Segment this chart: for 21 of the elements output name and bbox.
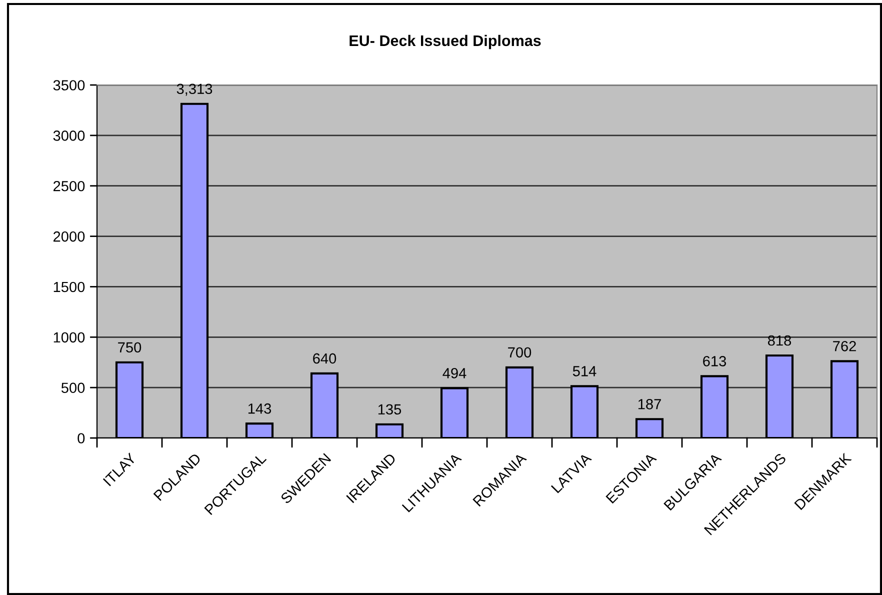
data-label: 3,313: [176, 84, 212, 96]
y-tick-label: 2500: [53, 180, 85, 192]
y-tick-label: 2000: [53, 231, 85, 242]
data-label: 818: [768, 335, 792, 346]
chart-title: EU- Deck Issued Diplomas: [350, 34, 541, 50]
y-tick-label: 500: [61, 382, 85, 393]
y-tick-label: 3000: [53, 130, 85, 141]
y-tick-label: 1500: [54, 282, 85, 292]
data-label: 613: [703, 356, 726, 366]
data-label: 640: [313, 353, 336, 364]
data-label: 135: [378, 404, 402, 415]
data-label: 762: [833, 340, 856, 352]
y-tick-label: 3500: [53, 80, 85, 90]
y-tick-label: 0: [78, 433, 85, 444]
data-label: 514: [572, 366, 596, 376]
data-label: 143: [248, 403, 272, 414]
y-tick-label: 1000: [54, 332, 85, 343]
data-label: 187: [638, 398, 661, 410]
data-label: 750: [118, 342, 142, 353]
data-label: 700: [508, 347, 532, 358]
data-label: 494: [442, 368, 466, 378]
